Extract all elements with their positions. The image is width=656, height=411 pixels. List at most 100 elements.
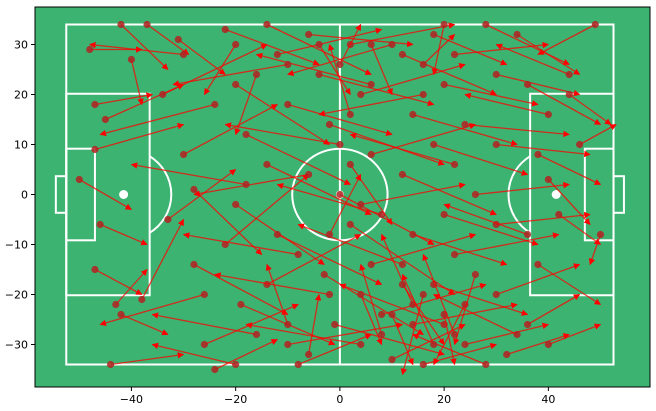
pass-arrow-68 <box>496 73 581 97</box>
pass-start-point-56 <box>430 30 438 39</box>
pass-arrow-72 <box>506 333 570 356</box>
pass-start-point-2 <box>143 20 151 29</box>
pass-start-point-81 <box>565 90 573 99</box>
pass-start-point-36 <box>294 360 302 369</box>
y-tick-label: 20 <box>14 89 28 102</box>
pass-start-point-80 <box>544 340 552 349</box>
pass-start-point-9 <box>75 175 83 184</box>
pass-arrow-1 <box>120 24 169 70</box>
pass-start-point-72 <box>503 350 511 359</box>
pass-arrow-112 <box>401 273 435 345</box>
pass-start-point-4 <box>86 45 94 54</box>
pass-start-point-41 <box>346 220 354 229</box>
pass-arrow-90 <box>349 132 455 166</box>
pass-arrow-119 <box>339 23 362 65</box>
pass-start-point-130 <box>346 160 354 169</box>
pass-start-point-74 <box>523 80 532 89</box>
left-penalty-arc <box>149 155 173 234</box>
pass-start-point-78 <box>534 260 542 269</box>
pass-start-point-75 <box>534 150 542 159</box>
pass-start-point-95 <box>377 210 386 219</box>
pass-arrow-116 <box>433 304 466 366</box>
pass-start-point-19 <box>164 215 172 224</box>
pass-start-point-129 <box>357 290 365 299</box>
pass-arrow-129 <box>360 294 383 346</box>
pass-arrow-64 <box>475 181 570 196</box>
pass-start-point-101 <box>294 250 302 259</box>
pass-arrow-76 <box>547 179 591 225</box>
pass-arrow-113 <box>422 253 456 335</box>
pass-arrow-117 <box>453 274 477 346</box>
pass-start-point-10 <box>96 220 104 229</box>
pass-start-point-52 <box>409 110 417 119</box>
pass-arrow-118 <box>359 263 383 335</box>
pass-arrow-126 <box>234 74 258 136</box>
pass-start-point-103 <box>252 330 261 339</box>
pass-start-point-125 <box>232 40 240 49</box>
pass-start-point-14 <box>138 295 146 304</box>
pass-arrow-37 <box>308 33 414 48</box>
pass-start-point-13 <box>117 310 125 319</box>
pass-arrow-8 <box>94 122 185 151</box>
pass-start-point-98 <box>336 140 344 149</box>
pass-start-point-73 <box>513 30 521 39</box>
pass-arrow-58 <box>433 143 529 176</box>
pass-arrow-10 <box>99 223 148 246</box>
pass-start-point-53 <box>398 170 407 179</box>
pass-arrow-47 <box>360 182 466 206</box>
pass-start-point-45 <box>357 90 365 99</box>
pass-start-point-124 <box>419 60 427 69</box>
x-tick-label: −20 <box>224 393 247 406</box>
passes-layer <box>75 20 617 376</box>
pass-arrow-71 <box>496 263 581 296</box>
pass-arrow-87 <box>443 203 528 236</box>
pass-start-point-107 <box>179 50 188 59</box>
pass-start-point-6 <box>91 100 99 109</box>
pass-start-point-24 <box>232 80 240 89</box>
pass-start-point-7 <box>101 115 109 124</box>
pass-arrow-41 <box>349 223 456 296</box>
pass-arrow-67 <box>485 23 570 66</box>
pass-start-point-90 <box>450 160 459 169</box>
pass-start-point-51 <box>398 50 407 59</box>
pass-arrow-55 <box>412 302 518 326</box>
pass-arrow-36 <box>297 333 372 366</box>
pass-arrow-66 <box>464 322 550 346</box>
pass-arrow-88 <box>433 293 518 336</box>
pass-start-point-71 <box>492 290 500 299</box>
pass-arrow-12 <box>115 269 148 305</box>
pass-start-point-79 <box>523 320 532 329</box>
pass-arrow-84 <box>537 23 596 56</box>
pass-arrow-70 <box>496 211 591 226</box>
pass-start-point-20 <box>190 260 198 269</box>
pass-start-point-64 <box>471 190 480 199</box>
pass-start-point-87 <box>523 230 532 239</box>
pass-arrow-29 <box>266 23 372 76</box>
pass-arrow-82 <box>579 123 617 146</box>
pass-arrow-54 <box>412 233 508 266</box>
pass-arrow-30 <box>277 27 383 56</box>
pass-start-point-23 <box>221 25 229 34</box>
pass-arrow-125 <box>203 44 237 96</box>
pass-start-point-17 <box>179 150 188 159</box>
pass-start-point-123 <box>440 20 448 29</box>
pass-start-point-68 <box>492 70 500 79</box>
pass-arrow-25 <box>245 133 351 186</box>
pass-arrow-65 <box>454 232 560 256</box>
left-goal <box>54 175 68 214</box>
pass-arrow-75 <box>537 153 602 186</box>
pass-start-point-114 <box>388 310 396 319</box>
pass-arrow-80 <box>548 323 602 346</box>
pass-start-point-57 <box>440 80 448 89</box>
pass-start-point-127 <box>284 320 292 329</box>
pass-start-point-28 <box>237 300 245 309</box>
axes: −40 −20 0 20 40 −30 −20 −10 0 10 20 30 <box>5 6 651 406</box>
pass-start-point-82 <box>576 140 584 149</box>
pass-start-point-105 <box>211 100 219 109</box>
y-tick-label: 0 <box>21 189 28 202</box>
pass-arrow-85 <box>495 43 570 76</box>
pass-arrow-6 <box>94 92 153 106</box>
pass-arrow-105 <box>99 103 215 137</box>
pass-arrow-78 <box>537 263 602 306</box>
pass-arrow-20 <box>193 263 289 316</box>
